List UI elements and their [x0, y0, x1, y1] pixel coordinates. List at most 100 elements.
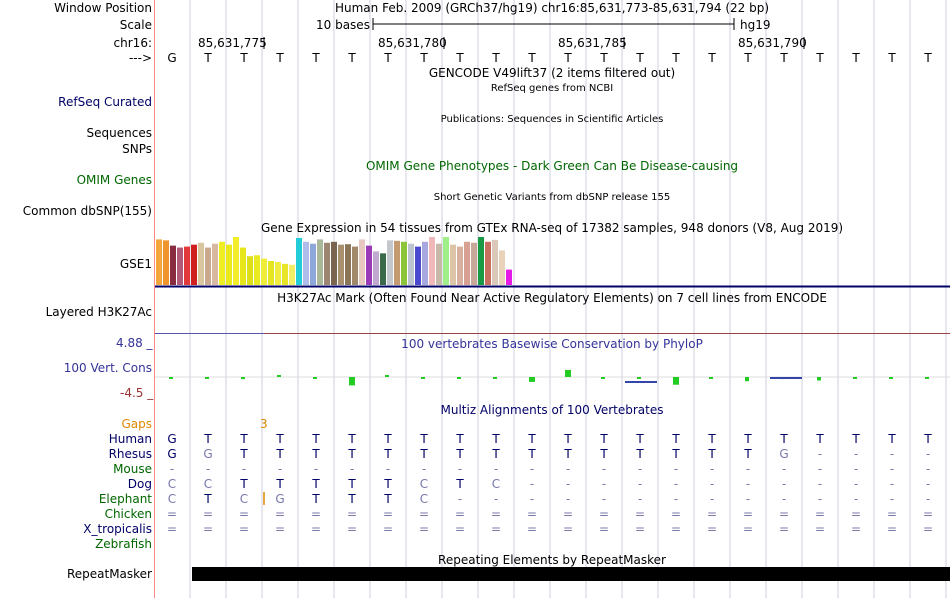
alignment-base: T — [312, 447, 320, 461]
alignment-base: - — [385, 462, 391, 476]
chrom-label: chr16: — [113, 36, 152, 50]
alignment-base: = — [634, 507, 646, 521]
omim-track-label[interactable]: OMIM Genes — [76, 173, 152, 187]
ruler-tick-label: 85,631,790 — [738, 36, 807, 50]
multiz-track-title[interactable]: Multiz Alignments of 100 Vertebrates — [440, 403, 664, 417]
phylop-score-bar — [421, 377, 425, 379]
gtex-tissue-bar — [240, 247, 246, 285]
alignment-base: = — [634, 522, 646, 536]
alignment-base: = — [526, 522, 538, 536]
publications-track-label[interactable]: Sequences — [86, 126, 152, 140]
repeatmasker-track-title[interactable]: Repeating Elements by RepeatMasker — [438, 553, 666, 567]
gtex-tissue-bar — [401, 241, 407, 285]
alignment-base: = — [202, 522, 214, 536]
alignment-base: = — [202, 507, 214, 521]
alignment-base: - — [637, 462, 643, 476]
gtex-track-title[interactable]: Gene Expression in 54 tissues from GTEx … — [260, 221, 844, 235]
phylop-score-bar — [601, 377, 605, 379]
base-letter: T — [384, 51, 392, 65]
phylop-track-label[interactable]: 100 Vert. Cons — [63, 361, 152, 375]
alignment-base: T — [672, 432, 680, 446]
phylop-score-bar — [493, 377, 497, 379]
base-letter: T — [600, 51, 608, 65]
alignment-base: - — [889, 477, 895, 491]
gtex-tissue-bar — [478, 237, 484, 285]
alignment-base: T — [240, 477, 248, 491]
gtex-tissue-bar — [275, 261, 281, 285]
scale-label: Scale — [119, 18, 152, 32]
gtex-tissue-bar — [184, 246, 190, 285]
alignment-base: T — [816, 432, 824, 446]
gtex-tissue-bar — [457, 246, 463, 285]
gtex-tissue-bar — [177, 247, 183, 285]
alignment-base: = — [166, 507, 178, 521]
omim-track-title[interactable]: OMIM Gene Phenotypes - Dark Green Can Be… — [365, 159, 739, 173]
alignment-base: = — [598, 507, 610, 521]
alignment-base: = — [706, 507, 718, 521]
alignment-base: - — [925, 462, 931, 476]
h3k27ac-track-label[interactable]: Layered H3K27Ac — [45, 305, 152, 319]
h3k27ac-track-title[interactable]: H3K27Ac Mark (Often Found Near Active Re… — [277, 291, 827, 305]
gtex-tissue-bar — [429, 237, 435, 285]
ruler-tick-label: 85,631,775 — [198, 36, 267, 50]
base-letter: T — [888, 51, 896, 65]
alignment-base: T — [564, 447, 572, 461]
alignment-base: T — [636, 432, 644, 446]
gtex-tissue-bar — [289, 264, 295, 285]
phylop-score-bar — [637, 377, 641, 379]
alignment-base: T — [456, 447, 464, 461]
gtex-tissue-bar — [338, 244, 344, 285]
gtex-tissue-bar — [219, 241, 225, 285]
repeatmasker-track-label[interactable]: RepeatMasker — [66, 567, 152, 581]
gtex-track-label[interactable]: GSE1 — [119, 257, 152, 271]
gtex-tissue-bar — [387, 240, 393, 285]
alignment-base: G — [167, 432, 177, 446]
alignment-base: = — [742, 522, 754, 536]
alignment-base: - — [889, 447, 895, 461]
alignment-base: - — [817, 447, 823, 461]
alignment-base: - — [709, 477, 715, 491]
species-label-dog: Dog — [127, 477, 152, 491]
alignment-base: = — [922, 507, 934, 521]
base-letter: T — [456, 51, 464, 65]
alignment-base: - — [745, 477, 751, 491]
alignment-base: T — [384, 477, 392, 491]
gencode-track-title[interactable]: GENCODE V49lift37 (2 items filtered out) — [428, 66, 676, 80]
alignment-base: T — [456, 432, 464, 446]
alignment-base: T — [888, 432, 896, 446]
phylop-track-title[interactable]: 100 vertebrates Basewise Conservation by… — [401, 337, 703, 351]
alignment-base: - — [637, 477, 643, 491]
alignment-base: T — [600, 447, 608, 461]
alignment-base: = — [274, 507, 286, 521]
alignment-base: = — [238, 507, 250, 521]
alignment-base: T — [528, 447, 536, 461]
alignment-base: = — [166, 522, 178, 536]
dbsnp-track-label[interactable]: Common dbSNP(155) — [22, 204, 152, 218]
alignment-base: - — [673, 477, 679, 491]
alignment-base: = — [814, 507, 826, 521]
ruler-tick-label: 85,631,785 — [558, 36, 627, 50]
alignment-base: T — [276, 447, 284, 461]
species-label-chicken: Chicken — [104, 507, 152, 521]
phylop-score-bar — [277, 375, 281, 377]
alignment-base: - — [853, 477, 859, 491]
species-label-elephant: Elephant — [98, 492, 152, 506]
alignment-base: T — [672, 447, 680, 461]
alignment-base: - — [709, 492, 715, 506]
gtex-tissue-bar — [198, 242, 204, 285]
alignment-base: C — [491, 477, 501, 491]
repeatmasker-element — [192, 567, 950, 581]
gtex-tissue-bar — [226, 244, 232, 285]
gtex-tissue-bar — [205, 247, 211, 285]
snps-track-label[interactable]: SNPs — [122, 142, 152, 156]
refseq-track-label[interactable]: RefSeq Curated — [58, 95, 152, 109]
base-letter: T — [708, 51, 716, 65]
base-letter: T — [672, 51, 680, 65]
publications-track-subtitle: Publications: Sequences in Scientific Ar… — [440, 114, 664, 125]
base-letter: T — [816, 51, 824, 65]
scale-assembly-text: hg19 — [740, 18, 771, 32]
gtex-tissue-bar — [443, 237, 449, 285]
alignment-base: T — [492, 432, 500, 446]
alignment-base: - — [601, 492, 607, 506]
